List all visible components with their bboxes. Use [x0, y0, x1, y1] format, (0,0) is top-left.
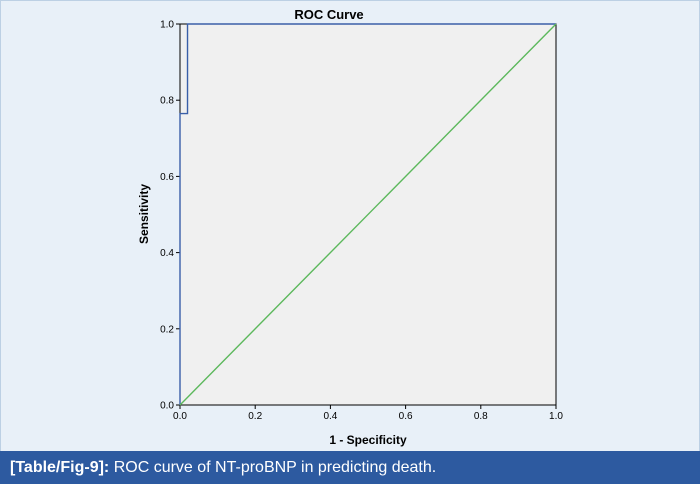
x-tick-label: 0.6: [399, 411, 413, 422]
y-tick-label: 0.8: [160, 96, 174, 107]
axis-ticks: 0.0 0.2 0.4 0.6 0.8 1.0 0.0 0.2 0.4 0.6 0.8 1.0: [160, 20, 563, 423]
x-tick-label: 0.2: [248, 411, 262, 422]
reference-diagonal-line: [179, 23, 557, 406]
caption-text: ROC curve of NT-proBNP in predicting dea…: [109, 459, 437, 476]
x-tick-label: 0.0: [173, 411, 187, 422]
y-tick-label: 0.6: [160, 172, 174, 183]
y-axis-label: Sensitivity: [137, 184, 151, 244]
x-axis-label: 1 - Specificity: [329, 433, 407, 447]
roc-curve-line: [179, 23, 556, 405]
x-tick-label: 0.8: [474, 411, 488, 422]
x-tick-label: 0.4: [323, 411, 337, 422]
figure-caption: [Table/Fig-9]: ROC curve of NT-proBNP in…: [0, 451, 700, 484]
caption-tag: [Table/Fig-9]:: [10, 459, 110, 476]
y-tick-label: 1.0: [160, 20, 174, 31]
chart-title: ROC Curve: [294, 7, 363, 22]
y-tick-label: 0.0: [160, 401, 174, 412]
x-tick-label: 1.0: [549, 411, 563, 422]
y-tick-label: 0.4: [160, 248, 174, 259]
figure-panel: ROC Curve 1 - Specificity Sensitivity 0.…: [0, 0, 700, 452]
y-tick-label: 0.2: [160, 324, 174, 335]
series-lines: [179, 23, 557, 406]
roc-chart: ROC Curve 1 - Specificity Sensitivity 0.…: [137, 7, 563, 447]
